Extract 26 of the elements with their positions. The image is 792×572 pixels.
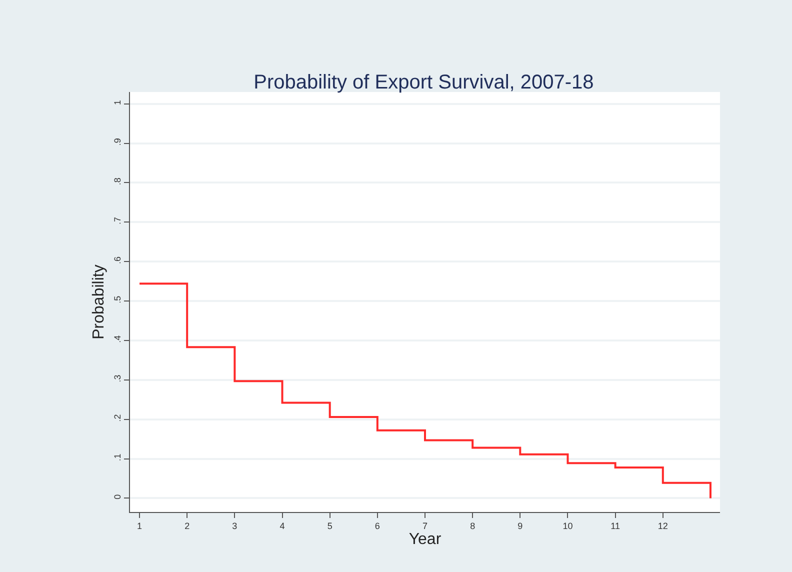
y-tick-label: .4 — [112, 335, 122, 343]
x-tick-label: 10 — [562, 520, 573, 531]
x-tick-label: 5 — [327, 520, 332, 531]
x-tick-label: 9 — [518, 520, 523, 531]
chart-title: Probability of Export Survival, 2007-18 — [254, 71, 594, 94]
y-tick-label: .3 — [112, 374, 122, 382]
x-tick-label: 6 — [374, 520, 380, 531]
y-tick-label: .5 — [112, 296, 122, 304]
y-tick-label: .9 — [112, 138, 122, 146]
x-tick-label: 8 — [470, 520, 476, 531]
y-tick-label: .1 — [112, 454, 122, 462]
y-tick-label: 0 — [112, 494, 122, 500]
x-tick-label: 12 — [658, 520, 668, 531]
x-axis-title: Year — [408, 530, 442, 548]
x-tick-label: 4 — [280, 520, 285, 531]
x-tick-label: 1 — [137, 520, 142, 531]
x-tick-label: 3 — [232, 520, 238, 531]
x-tick-label: 11 — [610, 520, 620, 531]
y-tick-label: .7 — [112, 217, 122, 225]
x-tick-label: 7 — [422, 520, 428, 531]
y-tick-label: 1 — [112, 100, 122, 105]
y-tick-label: .2 — [112, 414, 122, 422]
y-tick-label: .8 — [112, 178, 122, 186]
y-axis-title: Probability — [90, 264, 108, 340]
x-tick-label: 2 — [184, 520, 190, 531]
y-tick-label: .6 — [112, 256, 122, 264]
